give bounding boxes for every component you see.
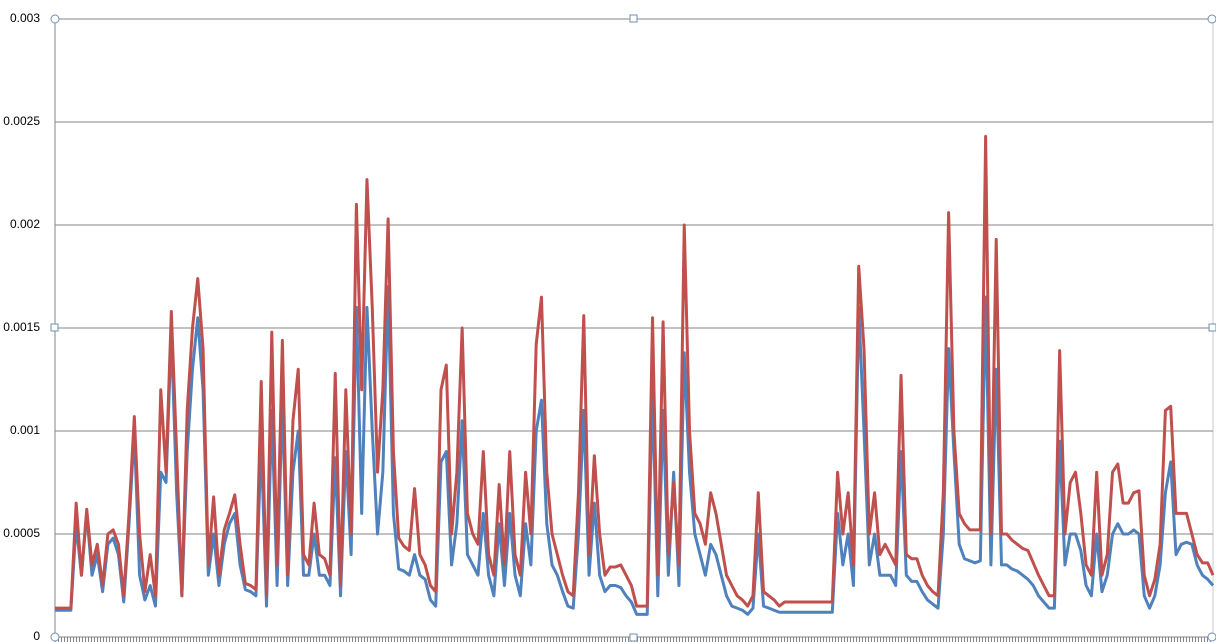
handle[interactable] [1208, 323, 1216, 332]
handle[interactable] [50, 632, 60, 642]
y-tick-label: 0.003 [10, 11, 40, 25]
y-tick-label: 0.001 [10, 423, 40, 437]
y-tick-label: 0.0005 [3, 526, 40, 540]
handle[interactable] [629, 633, 638, 642]
selection-handles[interactable] [50, 14, 1216, 642]
y-tick-label: 0.0015 [3, 320, 40, 334]
handle[interactable] [50, 14, 60, 24]
series-line [55, 285, 1215, 616]
handle[interactable] [1207, 632, 1216, 642]
handle[interactable] [1207, 14, 1216, 24]
y-tick-label: 0.002 [10, 217, 40, 231]
plot-area [55, 18, 1215, 638]
handle[interactable] [50, 323, 59, 332]
series-line [55, 134, 1215, 610]
y-tick-label: 0 [33, 629, 40, 642]
handle[interactable] [629, 14, 638, 23]
y-tick-label: 0.0025 [3, 114, 40, 128]
